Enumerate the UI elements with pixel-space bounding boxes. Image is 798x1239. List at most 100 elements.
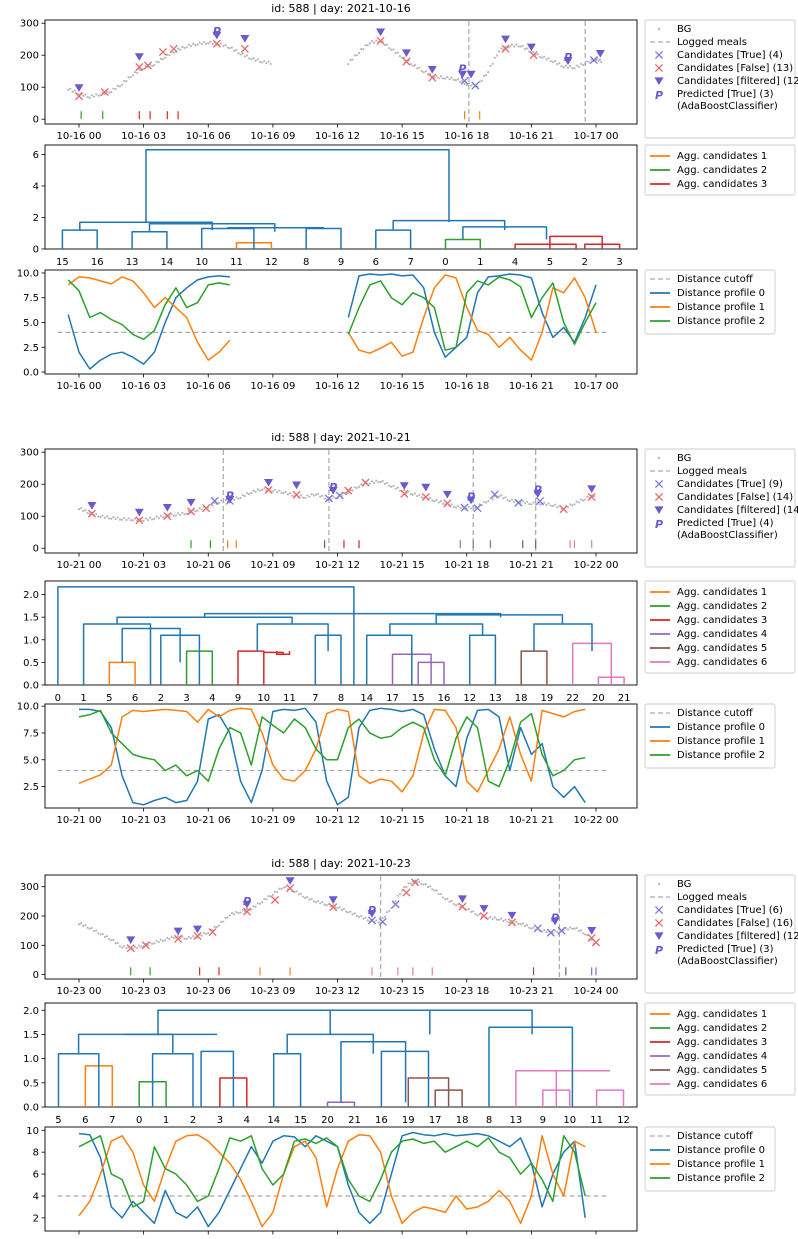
- bg-point: [373, 481, 376, 485]
- bg-point: [489, 64, 492, 68]
- bg-point: [411, 64, 414, 67]
- bg-point: [112, 938, 115, 942]
- bg-point: [541, 56, 544, 59]
- bg-point: [549, 504, 552, 507]
- bg-point: [252, 489, 255, 492]
- bg-point: [553, 503, 557, 506]
- bg-point: [118, 945, 122, 948]
- leaf-label: 11: [230, 257, 243, 268]
- candidate-false: [87, 509, 96, 518]
- leaf-label: 2: [158, 693, 164, 704]
- bg-point: [439, 500, 442, 503]
- bg-point: [157, 940, 160, 944]
- candidate-false: [135, 516, 144, 525]
- leaf-label: 8: [486, 1115, 492, 1126]
- x-tick-label: 10-21 06: [186, 815, 231, 826]
- dendrogram-link: [151, 1053, 194, 1107]
- bg-point: [153, 942, 156, 945]
- distance-profile-line: [78, 707, 586, 793]
- bg-point: [325, 904, 328, 907]
- bg-point: [254, 905, 257, 908]
- bg-point: [517, 45, 520, 48]
- x-tick-label: 10-23 09: [250, 986, 295, 997]
- leaf-label: 16: [438, 693, 451, 704]
- bg-point: [323, 903, 326, 906]
- bg-point: [528, 502, 531, 506]
- bg-point: [448, 78, 451, 81]
- bg-point: [437, 77, 440, 80]
- bg-point: [125, 80, 128, 83]
- bg-point: [532, 50, 535, 54]
- bg-point: [452, 902, 455, 906]
- candidate-false: [458, 902, 467, 911]
- bg-point: [243, 55, 246, 58]
- legend-label: Distance profile 1: [677, 736, 765, 747]
- bg-point: [515, 43, 518, 46]
- bg-point: [256, 488, 259, 491]
- bg-point: [327, 902, 330, 906]
- bg-point: [355, 914, 358, 918]
- bg-point: [179, 48, 182, 51]
- candidate-false: [507, 918, 517, 927]
- bg-point: [148, 516, 152, 519]
- bg-point: [450, 503, 453, 506]
- dendrogram-link: [57, 1053, 100, 1107]
- legend-filtered-marker: [654, 932, 664, 941]
- candidate-false: [202, 504, 211, 513]
- bg-point: [491, 917, 494, 921]
- bg-point: [530, 503, 533, 506]
- legend-label: Agg. candidates 2: [677, 165, 767, 176]
- bg-point: [493, 56, 496, 59]
- bg-point: [103, 935, 106, 938]
- leaf-label: 9: [540, 1115, 546, 1126]
- legend-label: Agg. candidates 3: [677, 615, 767, 626]
- leaf-label: 1: [477, 257, 483, 268]
- candidate-filtered: [587, 927, 597, 935]
- bg-point: [598, 58, 601, 61]
- bg-point: [261, 61, 264, 64]
- bg-point: [317, 492, 320, 495]
- candidate-false: [559, 505, 568, 514]
- legend-label: Candidates [True] (9): [677, 479, 783, 490]
- bg-point: [84, 93, 87, 96]
- candidate-filtered: [507, 911, 517, 920]
- legend: [644, 703, 776, 769]
- chart-title: id: 588 | day: 2021-10-16: [271, 2, 411, 15]
- bg-point: [418, 66, 421, 69]
- bg-point: [321, 494, 324, 497]
- leaf-label: 14: [161, 257, 174, 268]
- bg-point: [271, 893, 274, 897]
- distance-profile-line: [347, 276, 597, 351]
- bg-point: [362, 917, 365, 920]
- candidate-filtered: [466, 70, 476, 79]
- bg-point: [388, 47, 391, 50]
- y-tick-label: 0: [33, 245, 39, 256]
- candidate-false: [135, 62, 144, 72]
- leaf-label: 2: [582, 257, 588, 268]
- bg-point: [314, 901, 318, 904]
- candidate-false: [329, 903, 338, 912]
- y-tick-label: 5.0: [23, 755, 39, 766]
- candidate-filtered: [134, 53, 144, 61]
- bg-point: [258, 489, 262, 492]
- y-tick-label: 0.0: [23, 368, 39, 379]
- bg-point: [116, 84, 119, 87]
- x-tick-label: 10-23 06: [186, 986, 231, 997]
- bg-point: [241, 52, 244, 55]
- bg-point: [138, 68, 141, 71]
- bg-point: [422, 883, 425, 886]
- bg-point: [95, 93, 98, 96]
- candidate-filtered: [466, 496, 476, 505]
- candidate-filtered: [563, 57, 573, 66]
- candidate-true: [460, 503, 469, 512]
- bg-point: [185, 46, 188, 49]
- bg-point: [523, 924, 527, 928]
- candidate-filtered: [292, 481, 302, 490]
- dendrogram-link: [515, 1069, 558, 1107]
- bg-point: [88, 96, 91, 99]
- bg-point: [407, 882, 410, 885]
- bg-point: [360, 914, 363, 918]
- bg-point: [88, 927, 91, 930]
- bg-point: [532, 501, 535, 504]
- bg-point: [573, 503, 576, 506]
